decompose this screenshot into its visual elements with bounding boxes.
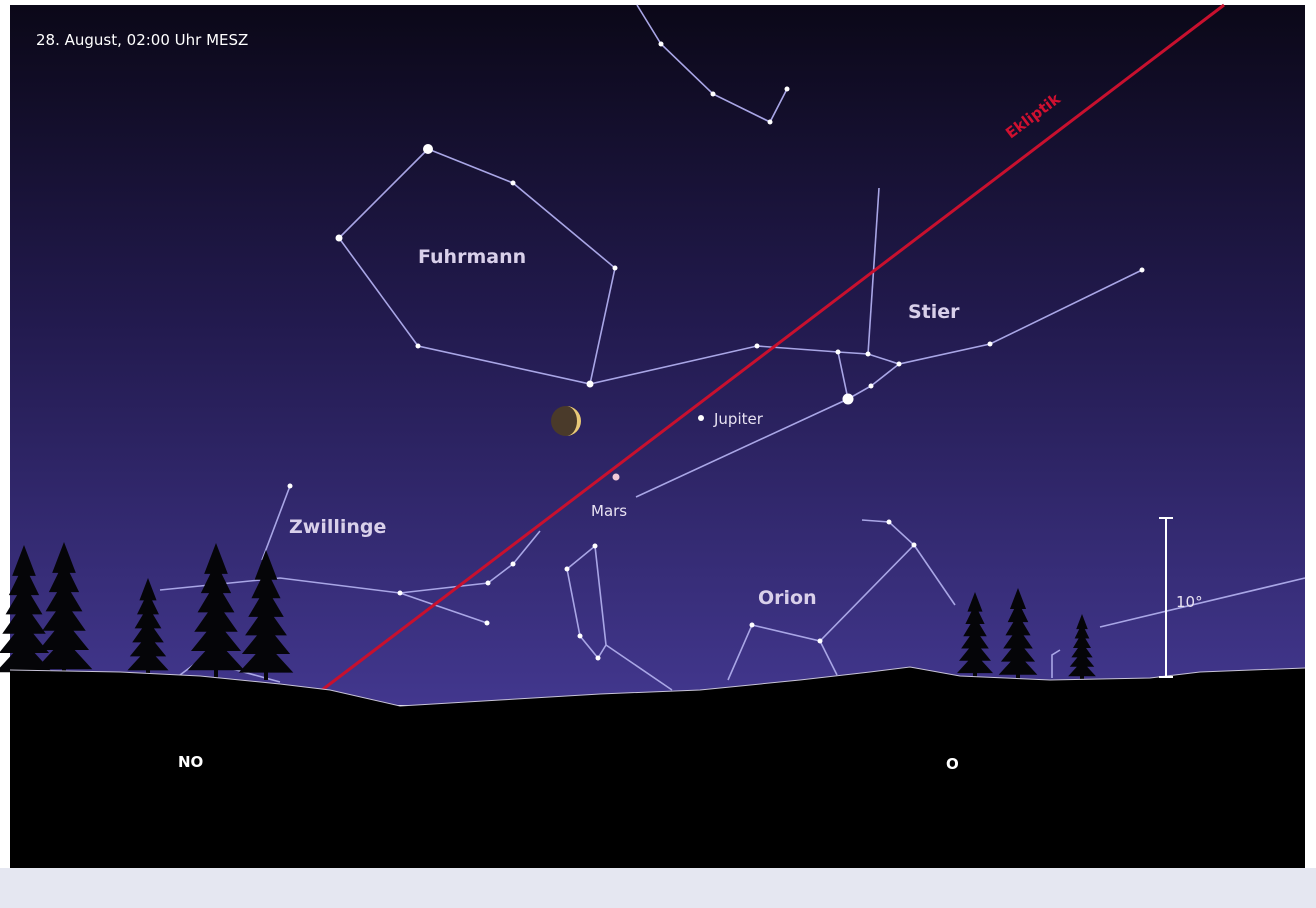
footer-band [0, 868, 1316, 908]
constellation-label: Fuhrmann [418, 246, 526, 268]
horizon [9, 666, 1306, 707]
direction-label: O [946, 755, 959, 773]
mars [612, 473, 620, 481]
tree [35, 542, 93, 677]
trees [0, 542, 1096, 680]
ecliptic-line [321, 3, 1225, 692]
tree [238, 550, 294, 680]
scale-label: 10° [1176, 593, 1203, 611]
tree [956, 592, 994, 678]
tree [1068, 614, 1096, 680]
tree [998, 588, 1038, 680]
planet-label: Jupiter [713, 410, 764, 428]
jupiter [698, 415, 704, 421]
ground [10, 667, 1305, 868]
moon [551, 406, 581, 436]
tree [0, 545, 53, 680]
tree [187, 543, 245, 678]
constellation-label: Orion [758, 587, 817, 609]
sky [10, 5, 1305, 705]
constellation-label: Stier [908, 301, 960, 323]
caption: 28. August, 02:00 Uhr MESZ [36, 31, 248, 49]
constellation-label: Zwillinge [289, 516, 386, 538]
planet-label: Mars [591, 502, 627, 520]
scale-bar [1159, 517, 1173, 678]
stars [287, 41, 1145, 661]
direction-label: NO [178, 753, 203, 771]
tree [127, 578, 169, 676]
